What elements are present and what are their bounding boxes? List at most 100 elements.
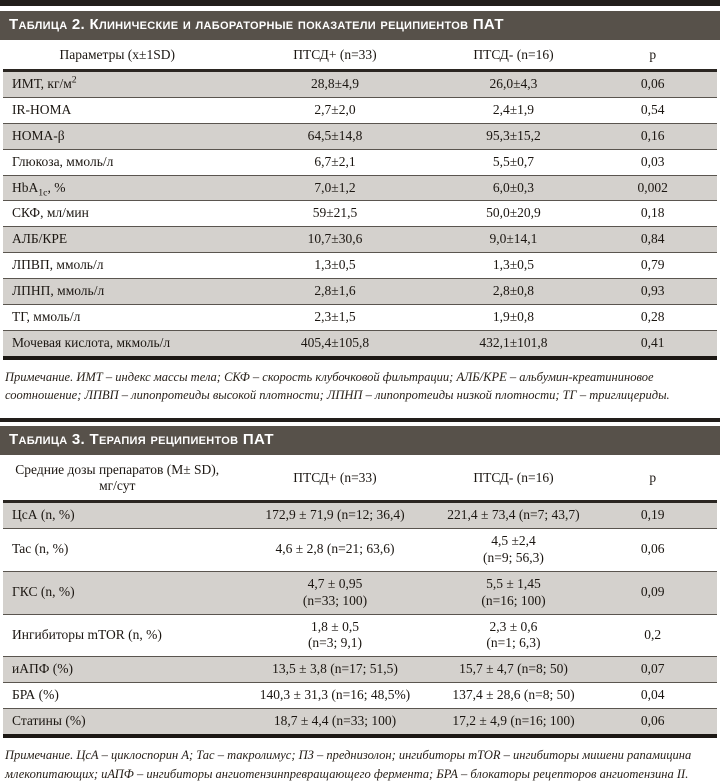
value-cell-ptsd-minus: 2,8±0,8: [492, 283, 535, 298]
value-cell-ptsd-minus: 9,0±14,1: [489, 231, 538, 247]
table-row: Статины (%) 18,7 ± 4,4 (n=33; 100) 17,2 ± …: [3, 708, 717, 736]
table3-col-p: p: [588, 455, 717, 504]
value-cell-ptsd-minus: 1,9±0,8: [492, 308, 535, 324]
table-row: ЦсА (n, %) 172,9 ± 71,9 (n=12; 36,4) 221,4…: [3, 501, 717, 529]
table3-rule-gap: [0, 422, 720, 427]
table3-top-rule: [0, 418, 720, 423]
value-cell-ptsd-plus: 405,4±105,8: [300, 334, 370, 350]
table-row: IR-HOMA 2,7±2,0 2,4±1,9 0,54: [3, 97, 717, 123]
table3: Средние дозы препаратов (M± SD), мг/сут …: [3, 455, 717, 738]
param-cell: IR-HOMA: [12, 101, 72, 117]
table-row: Глюкоза, ммоль/л 6,7±2,1 5,5±0,7 0,03: [3, 149, 717, 175]
p-value-cell: 0,16: [640, 127, 665, 143]
table3-note: Примечание. ЦсА – циклоспорин А; Тас – т…: [5, 747, 692, 781]
value-cell-ptsd-plus: 28,8±4,9: [311, 76, 359, 91]
param-cell: ЦсА (n, %): [12, 507, 75, 523]
table-row: ИМТ, кг/м2 28,8±4,9 26,0±4,3 0,06: [3, 70, 717, 98]
p-value-cell: 0,002: [637, 179, 668, 195]
table3-section: Таблица 3. Терапия реципиентов ПАТ Средн…: [0, 418, 720, 783]
p-value-cell: 0,79: [640, 257, 665, 273]
value-cell-ptsd-minus: 137,4 ± 28,6 (n=8; 50): [452, 687, 575, 703]
table-row: БРА (%) 140,3 ± 31,3 (n=16; 48,5%) 137,4 ±…: [3, 682, 717, 709]
param-cell: HOMA-β: [12, 127, 65, 143]
table3-title: Таблица 3. Терапия реципиентов ПАТ: [9, 431, 274, 449]
value-cell-ptsd-minus: 95,3±15,2: [486, 127, 541, 143]
p-value-cell: 0,09: [640, 584, 665, 600]
value-cell-ptsd-plus: 2,7±2,0: [314, 101, 356, 117]
table3-col-ptsd-plus: ПТСД+ (n=33): [231, 455, 439, 504]
table3-col-ptsd-minus: ПТСД- (n=16): [438, 455, 589, 504]
table2-col-p: p: [588, 40, 717, 72]
value-cell-ptsd-plus: 7,0±1,2: [314, 179, 356, 195]
p-value-cell: 0,93: [640, 283, 665, 298]
p-value-cell: 0,07: [640, 661, 665, 677]
p-value-cell: 0,19: [640, 507, 665, 523]
param-cell: СКФ, мл/мин: [12, 205, 89, 221]
value-cell-ptsd-plus: 4,6 ± 2,8 (n=21; 63,6): [275, 541, 395, 557]
value-cell-ptsd-minus: 221,4 ± 73,4 (n=7; 43,7): [447, 507, 580, 523]
table-row: ГКС (n, %) 4,7 ± 0,95 (n=33; 100) 5,5 ± 1,…: [3, 571, 717, 614]
value-cell-ptsd-plus: 59±21,5: [312, 205, 358, 221]
table-row: ЛПНП, ммоль/л 2,8±1,6 2,8±0,8 0,93: [3, 278, 717, 305]
value-cell-ptsd-minus: 4,5 ±2,4 (n=9; 56,3): [483, 533, 544, 565]
table-row: HbA1c, % 7,0±1,2 6,0±0,3 0,002: [3, 175, 717, 201]
param-cell: HbA1c, %: [12, 179, 66, 199]
value-cell-ptsd-minus: 17,2 ± 4,9 (n=16; 100): [452, 713, 575, 728]
value-cell-ptsd-plus: 1,3±0,5: [314, 257, 356, 273]
param-cell: ГКС (n, %): [12, 584, 75, 600]
table3-title-bar: Таблица 3. Терапия реципиентов ПАТ: [0, 426, 720, 456]
p-value-cell: 0,06: [640, 713, 665, 728]
value-cell-ptsd-minus: 6,0±0,3: [492, 179, 535, 195]
value-cell-ptsd-minus: 2,3 ± 0,6 (n=1; 6,3): [486, 618, 541, 651]
value-cell-ptsd-plus: 140,3 ± 31,3 (n=16; 48,5%): [259, 687, 411, 703]
value-cell-ptsd-plus: 2,8±1,6: [314, 283, 356, 298]
table2-title-bar: Таблица 2. Клинические и лабораторные по…: [0, 11, 720, 40]
param-cell: БРА (%): [12, 687, 59, 703]
table2-col-ptsd-plus: ПТСД+ (n=33): [231, 40, 439, 72]
param-cell: Ингибиторы mTOR (n, %): [12, 626, 162, 642]
value-cell-ptsd-minus: 5,5 ± 1,45 (n=16; 100): [481, 575, 546, 608]
p-value-cell: 0,28: [640, 308, 665, 324]
value-cell-ptsd-minus: 1,3±0,5: [492, 257, 535, 273]
value-cell-ptsd-minus: 15,7 ± 4,7 (n=8; 50): [459, 661, 568, 677]
table-row: АЛБ/КРЕ 10,7±30,6 9,0±14,1 0,84: [3, 226, 717, 253]
value-cell-ptsd-minus: 26,0±4,3: [489, 76, 538, 91]
p-value-cell: 0,54: [640, 101, 665, 117]
param-cell: ЛПВП, ммоль/л: [12, 257, 104, 273]
table2-rule-gap: [0, 6, 720, 11]
param-cell: Мочевая кислота, мкмоль/л: [12, 334, 171, 350]
value-cell-ptsd-plus: 18,7 ± 4,4 (n=33; 100): [273, 713, 397, 728]
table-row: ЛПВП, ммоль/л 1,3±0,5 1,3±0,5 0,79: [3, 252, 717, 279]
value-cell-ptsd-plus: 64,5±14,8: [307, 127, 363, 143]
p-value-cell: 0,06: [640, 76, 665, 91]
table-row: HOMA-β 64,5±14,8 95,3±15,2 0,16: [3, 123, 717, 150]
table-row: Ингибиторы mTOR (n, %) 1,8 ± 0,5 (n=3; 9,…: [3, 614, 717, 657]
p-value-cell: 0,18: [640, 205, 665, 221]
param-cell: АЛБ/КРЕ: [12, 231, 68, 247]
table-row: ТГ, ммоль/л 2,3±1,5 1,9±0,8 0,28: [3, 304, 717, 330]
param-cell: ЛПНП, ммоль/л: [12, 283, 105, 298]
table2-col-parameters: Параметры (x±1SD): [3, 40, 232, 72]
table2-top-rule: [0, 0, 720, 6]
value-cell-ptsd-plus: 6,7±2,1: [314, 153, 356, 169]
table-row: СКФ, мл/мин 59±21,5 50,0±20,9 0,18: [3, 200, 717, 227]
param-cell: ИМТ, кг/м2: [12, 74, 77, 91]
p-value-cell: 0,04: [640, 687, 665, 703]
p-value-cell: 0,41: [640, 334, 665, 350]
value-cell-ptsd-plus: 4,7 ± 0,95 (n=33; 100): [302, 575, 368, 608]
param-cell: иАПФ (%): [12, 661, 74, 677]
value-cell-ptsd-plus: 10,7±30,6: [307, 231, 363, 247]
table-row: Мочевая кислота, мкмоль/л 405,4±105,8 432,…: [3, 330, 717, 358]
value-cell-ptsd-minus: 50,0±20,9: [486, 205, 541, 221]
value-cell-ptsd-minus: 432,1±101,8: [479, 334, 548, 350]
table2-section: Таблица 2. Клинические и лабораторные по…: [0, 0, 720, 402]
table-row: Tac (n, %) 4,6 ± 2,8 (n=21; 63,6) 4,5 ±2,4…: [3, 528, 717, 572]
value-cell-ptsd-minus: 2,4±1,9: [492, 101, 535, 117]
p-value-cell: 0,2: [644, 626, 662, 642]
table2-col-ptsd-minus: ПТСД- (n=16): [438, 40, 589, 72]
table3-header-row: Средние дозы препаратов (M± SD), мг/сут …: [3, 455, 717, 504]
value-cell-ptsd-plus: 1,8 ± 0,5 (n=3; 9,1): [307, 618, 363, 651]
param-cell: Статины (%): [12, 713, 86, 728]
table2: Параметры (x±1SD) ПТСД+ (n=33) ПТСД- (n=…: [3, 40, 717, 360]
